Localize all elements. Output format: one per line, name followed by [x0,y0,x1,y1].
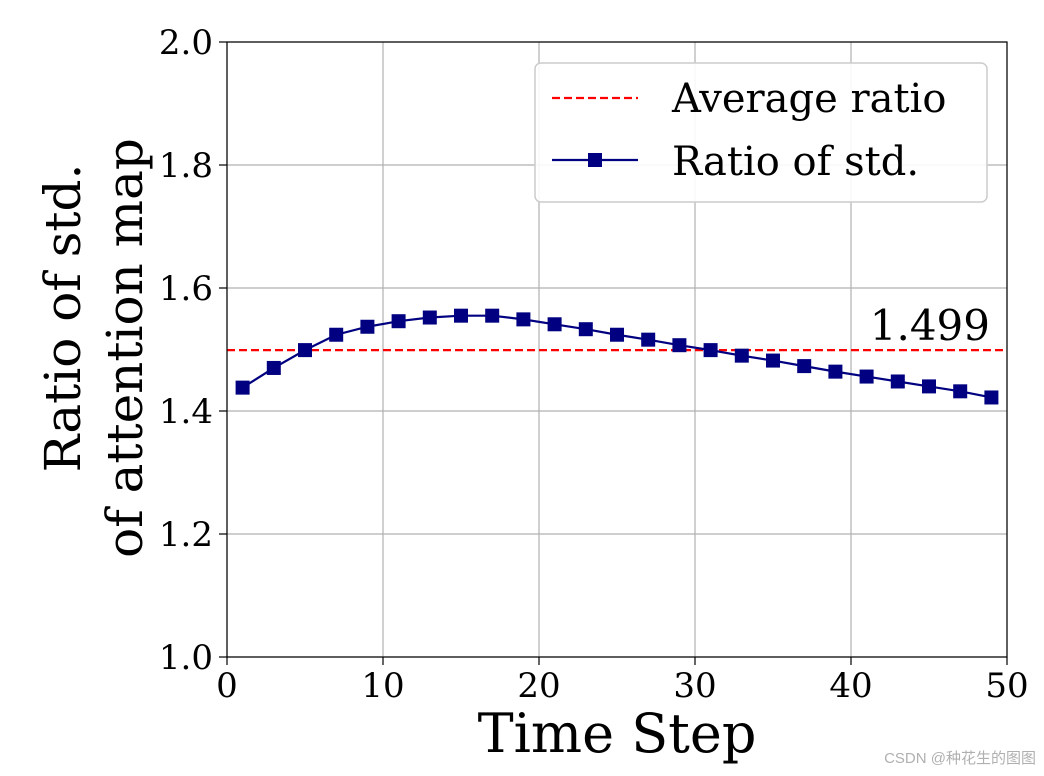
series-marker-point [610,327,624,342]
legend: Average ratio Ratio of std. [534,62,988,203]
series-marker-point [672,338,687,353]
ticks: 0 10 20 30 40 50 1.0 1.2 1.4 1.6 1.8 2.0 [159,23,1029,706]
series-marker-point [984,390,999,405]
series-marker-point [953,384,968,399]
legend-label-average-ratio: Average ratio [671,76,946,122]
series-marker-point [266,360,281,375]
y-tick-label: 1.4 [159,392,213,432]
series-marker-point [485,308,500,323]
series-marker-point [516,312,531,327]
x-tick-label: 10 [361,666,404,706]
legend-label-ratio-of-std: Ratio of std. [672,139,919,185]
x-tick-label: 30 [673,666,716,706]
y-axis-label-line-1: Ratio of std. [34,164,92,473]
series-group [235,308,999,405]
x-tick-label: 50 [985,666,1028,706]
series-marker-point [766,353,780,368]
reference-value-label: 1.499 [870,301,990,350]
x-tick-label: 20 [517,666,560,706]
y-tick-label: 1.8 [159,146,213,186]
y-tick-label: 1.2 [159,515,213,555]
series-marker-point [298,343,312,358]
series-marker-point [360,319,375,334]
plot-frame [226,41,1008,658]
series-marker-point [578,322,593,337]
series-marker-point [422,310,437,325]
series-marker-point [828,364,843,379]
x-tick-label: 40 [829,666,872,706]
y-tick-label: 1.6 [159,269,213,309]
series-marker-point [641,332,656,347]
series-marker-point [391,314,406,329]
series-marker-point [235,380,250,395]
y-tick-label: 1.0 [159,638,213,678]
series-marker-point [859,369,874,384]
y-tick-label: 2.0 [159,23,213,63]
y-axis-label-line-2: of attention map [96,138,154,558]
x-tick-label: 0 [216,666,238,706]
series-marker-point [797,359,812,374]
series-marker-point [922,379,936,394]
legend-box [534,62,988,203]
series-marker-point [703,343,718,358]
x-axis-label: Time Step [478,702,757,765]
series-marker-point [890,374,905,389]
series-marker-point [734,348,749,363]
series-marker-point [547,317,562,332]
series-marker-point [454,308,468,323]
watermark: CSDN @种花生的图图 [884,750,1036,767]
legend-swatch-ratio-of-std-marker [588,153,602,167]
series-marker-point [329,327,344,342]
